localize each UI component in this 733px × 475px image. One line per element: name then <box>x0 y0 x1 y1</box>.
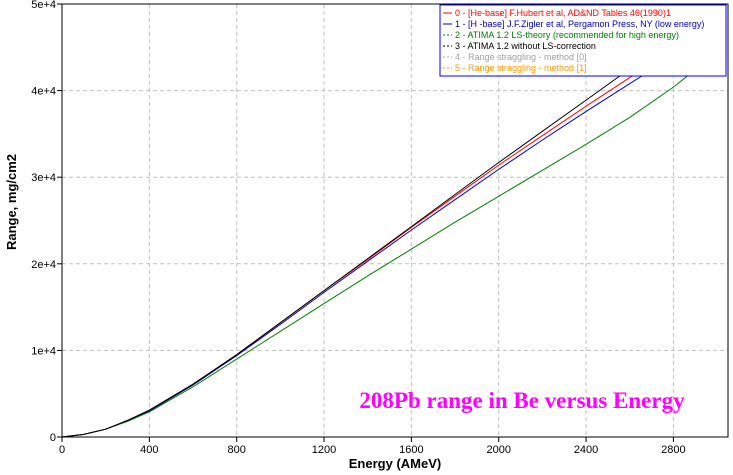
y-tick-label: 4e+4 <box>31 86 56 98</box>
x-tick-label: 0 <box>59 444 65 456</box>
legend-entry: 4 - Range straggling - method [0] <box>455 52 587 62</box>
y-tick-label: 0 <box>50 432 56 444</box>
x-tick-label: 2400 <box>574 444 598 456</box>
y-tick-label: 2e+4 <box>31 259 56 271</box>
x-tick-label: 1200 <box>312 444 336 456</box>
series-line <box>62 69 696 437</box>
x-tick-label: 2800 <box>661 444 685 456</box>
x-tick-label: 800 <box>228 444 246 456</box>
x-tick-label: 1600 <box>399 444 423 456</box>
series-line <box>62 23 696 437</box>
x-axis-title: Energy (AMeV) <box>349 456 441 471</box>
y-axis: 0 1e+4 2e+4 3e+4 4e+4 5e+4 <box>31 0 62 444</box>
legend-entry: 3 - ATIMA 1.2 without LS-correction <box>455 41 596 51</box>
legend: 0 - [He-base] F.Hubert et al, AD&ND Tabl… <box>439 4 727 77</box>
legend-entry: 2 - ATIMA 1.2 LS-theory (recommended for… <box>455 30 679 40</box>
legend-box <box>439 4 727 77</box>
y-tick-label: 5e+4 <box>31 0 56 11</box>
y-axis-title: Range, mg/cm2 <box>4 154 19 250</box>
x-tick-label: 2000 <box>486 444 510 456</box>
grid <box>62 3 728 437</box>
legend-entry: 5 - Range straggling - method [1] <box>455 63 587 73</box>
legend-entry: 1 - [H -base] J.F.Zigler et al, Pergamon… <box>455 19 704 29</box>
y-tick-label: 3e+4 <box>31 172 56 184</box>
chart-annotation: 208Pb range in Be versus Energy <box>359 388 685 413</box>
legend-entry: 0 - [He-base] F.Hubert et al, AD&ND Tabl… <box>455 8 671 18</box>
x-axis: 0 400 800 1200 1600 2000 2400 2800 <box>59 437 686 456</box>
plot-frame <box>61 3 729 438</box>
series-group <box>62 23 696 437</box>
x-tick-label: 400 <box>140 444 158 456</box>
y-tick-label: 1e+4 <box>31 345 56 357</box>
